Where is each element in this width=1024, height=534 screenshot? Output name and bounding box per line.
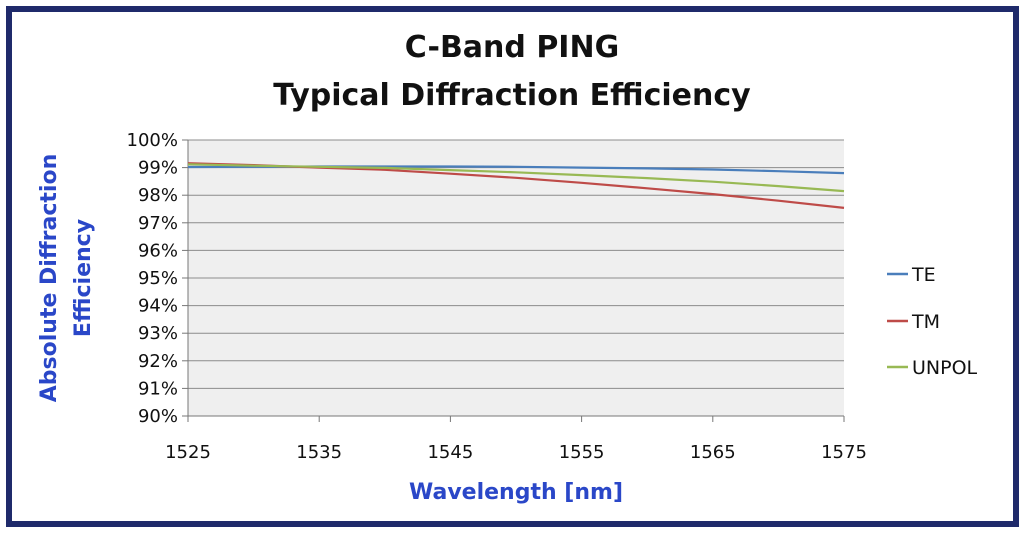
- y-tick-label: 94%: [138, 296, 178, 317]
- y-tick-label: 100%: [127, 130, 178, 151]
- y-tick-label: 92%: [138, 351, 178, 372]
- y-tick-label: 91%: [138, 378, 178, 399]
- legend-label-unpol: UNPOL: [912, 357, 978, 379]
- y-axis-label: Absolute Diffraction Efficiency: [37, 154, 96, 402]
- y-tick-label: 90%: [138, 406, 178, 427]
- x-axis-label: Wavelength [nm]: [409, 480, 623, 505]
- series-line-unpol: [187, 163, 845, 193]
- y-tick-label: 98%: [138, 185, 178, 206]
- legend-label-tm: TM: [911, 311, 940, 333]
- x-tick-labels: 1525 1535 1545 1555 1565 1575: [165, 442, 867, 463]
- series-lines: [187, 162, 845, 209]
- x-tick-label: 1535: [296, 442, 342, 463]
- y-axis-label-line-2: Efficiency: [71, 219, 96, 337]
- x-tick-label: 1565: [690, 442, 736, 463]
- x-tick-label: 1525: [165, 442, 211, 463]
- y-tick-label: 93%: [138, 323, 178, 344]
- x-tick-label: 1545: [427, 442, 473, 463]
- chart-title-line-2: Typical Diffraction Efficiency: [273, 78, 751, 113]
- y-axis-label-line-1: Absolute Diffraction: [37, 154, 62, 402]
- x-tick-label: 1575: [821, 442, 867, 463]
- y-tick-label: 96%: [138, 240, 178, 261]
- legend: TE TM UNPOL: [887, 264, 978, 379]
- x-tick-label: 1555: [559, 442, 605, 463]
- y-tick-label: 95%: [138, 268, 178, 289]
- chart-title-line-1: C-Band PING: [405, 30, 619, 65]
- y-tick-labels: 90% 91% 92% 93% 94% 95% 96% 97% 98% 99% 100%: [127, 130, 178, 427]
- legend-label-te: TE: [911, 264, 936, 286]
- y-tick-label: 99%: [138, 158, 178, 179]
- gridlines: [182, 139, 845, 422]
- y-tick-label: 97%: [138, 213, 178, 234]
